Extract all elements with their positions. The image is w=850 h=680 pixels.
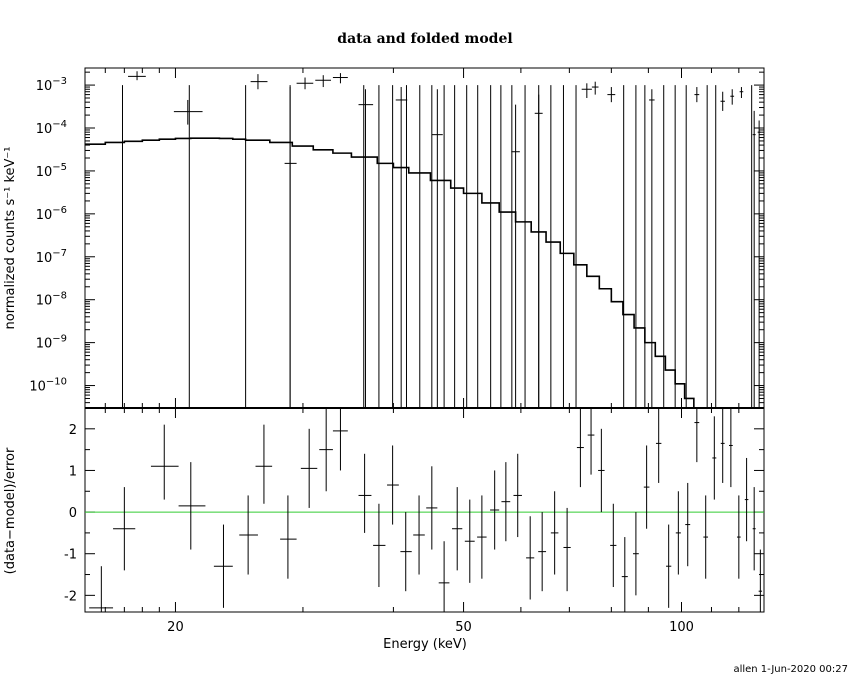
y-axis-label-top: normalized counts s⁻¹ keV⁻¹ xyxy=(3,147,18,330)
data-point xyxy=(332,73,348,84)
residual-point xyxy=(538,512,547,592)
residual-point xyxy=(255,424,273,504)
residual-point xyxy=(728,408,733,488)
residual-point xyxy=(501,462,511,542)
residual-point xyxy=(666,524,672,608)
data-point xyxy=(315,75,332,88)
residual-point xyxy=(150,424,179,500)
y-tick-label: 10−9 xyxy=(36,334,67,352)
residual-point xyxy=(239,495,258,575)
residual-point xyxy=(675,491,681,575)
residual-point xyxy=(513,453,522,538)
residual-point xyxy=(576,408,584,488)
residual-point xyxy=(332,408,348,471)
data-point xyxy=(511,104,520,408)
residual-point xyxy=(490,470,500,550)
residual-point xyxy=(426,466,438,550)
data-point xyxy=(720,91,725,111)
residual-point xyxy=(413,495,425,575)
y-tick-label: 0 xyxy=(69,506,77,521)
y-tick-label: 10−10 xyxy=(29,377,67,395)
residual-point xyxy=(563,507,571,592)
data-point xyxy=(581,83,592,99)
x-tick-label: 100 xyxy=(669,620,694,635)
data-point xyxy=(752,110,756,408)
y-tick-label: 10−5 xyxy=(36,162,67,180)
residual-point xyxy=(550,491,559,575)
residual-point xyxy=(736,495,741,579)
residual-point xyxy=(89,566,114,612)
y-tick-label: 10−7 xyxy=(36,248,67,266)
data-point xyxy=(173,99,203,125)
bottom-frame xyxy=(84,407,765,613)
residual-point xyxy=(477,495,487,579)
residual-point xyxy=(526,516,535,600)
data-point xyxy=(694,87,700,103)
residual-point xyxy=(643,445,650,529)
x-axis-label: Energy (keV) xyxy=(383,637,467,652)
residual-point xyxy=(598,428,605,513)
footer-stamp: allen 1-Jun-2020 00:27 xyxy=(733,664,848,675)
residual-point xyxy=(694,408,700,463)
residual-point xyxy=(387,445,399,525)
residual-point xyxy=(373,503,386,588)
residual-point xyxy=(464,499,475,583)
residual-point xyxy=(752,487,756,571)
residual-point xyxy=(744,457,749,542)
residual-point xyxy=(610,503,617,588)
y-tick-label: 10−6 xyxy=(36,205,67,223)
y-tick-label: 1 xyxy=(69,464,77,479)
residual-point xyxy=(400,512,412,592)
y-tick-label: 10−8 xyxy=(36,291,67,309)
data-point xyxy=(250,74,268,90)
residual-point xyxy=(358,453,372,533)
residual-point xyxy=(621,537,628,612)
data-point xyxy=(395,87,408,408)
data-point xyxy=(757,120,761,408)
residual-point xyxy=(758,549,763,612)
data-point xyxy=(591,81,599,95)
spectrum-panel: 10−3 10−4 10−5 10−6 10−7 10−8 10−9 10−10 xyxy=(29,67,765,409)
x-tick-label: 20 xyxy=(167,620,184,635)
residual-point xyxy=(452,487,463,571)
y-tick-label: 2 xyxy=(69,423,77,438)
x-tick-label: 50 xyxy=(455,620,472,635)
residual-point xyxy=(685,482,691,567)
data-point xyxy=(431,89,443,408)
data-point xyxy=(607,87,616,103)
residual-point xyxy=(587,408,595,475)
data-point xyxy=(649,89,655,408)
data-point xyxy=(128,71,146,81)
residual-point xyxy=(280,495,297,579)
residual-point xyxy=(438,541,450,612)
y-tick-label: 10−4 xyxy=(36,119,67,137)
chart-title: data and folded model xyxy=(337,31,512,47)
model-curve xyxy=(85,137,764,409)
residual-point xyxy=(178,462,206,550)
data-point xyxy=(284,87,297,408)
data-point xyxy=(739,87,744,99)
residual-point xyxy=(720,408,725,483)
residual-point xyxy=(300,428,318,508)
residual-point xyxy=(113,487,136,571)
data-point xyxy=(358,89,374,408)
data-point xyxy=(296,77,314,90)
y-tick-label: 10−3 xyxy=(36,76,67,94)
residual-point xyxy=(655,408,662,483)
residual-point xyxy=(703,495,709,579)
data-point xyxy=(730,89,735,105)
y-axis-label-bottom: (data−model)/error xyxy=(3,447,18,574)
residual-point xyxy=(319,408,333,492)
data-point xyxy=(534,94,543,408)
y-tick-label: -1 xyxy=(64,548,77,563)
y-tick-label: -2 xyxy=(64,589,77,604)
residuals-panel: 20 50 100 2 1 0 -1 -2 xyxy=(64,407,765,635)
residual-point xyxy=(712,416,717,500)
residual-point xyxy=(632,512,639,596)
residual-point xyxy=(213,524,233,608)
